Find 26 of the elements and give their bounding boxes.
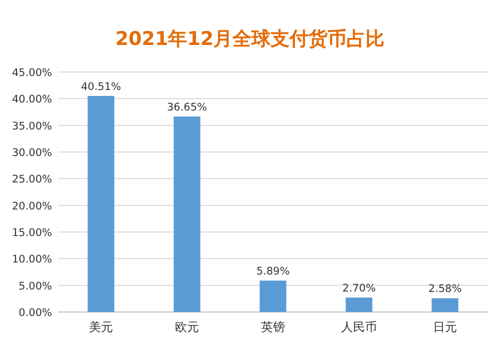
- y-tick-label: 5.00%: [18, 280, 52, 292]
- data-label: 40.51%: [80, 80, 122, 93]
- y-tick-label: 35.00%: [12, 120, 52, 132]
- x-tick-label: 日元: [433, 320, 457, 334]
- y-tick-label: 15.00%: [12, 227, 52, 239]
- y-tick-label: 0.00%: [18, 307, 52, 319]
- bar: [432, 298, 458, 312]
- data-label: 5.89%: [256, 266, 290, 278]
- data-label: 2.58%: [428, 283, 462, 296]
- y-tick-label: 40.00%: [12, 94, 52, 106]
- y-tick-label: 10.00%: [12, 254, 52, 266]
- x-tick-label: 欧元: [175, 320, 199, 334]
- bar: [88, 96, 114, 312]
- bar: [346, 298, 372, 312]
- y-tick-label: 30.00%: [12, 147, 52, 159]
- bar: [260, 280, 286, 312]
- y-tick-label: 25.00%: [12, 174, 52, 186]
- data-label: 2.70%: [342, 282, 376, 295]
- bar: [174, 116, 200, 312]
- x-tick-label: 英镑: [261, 320, 285, 334]
- y-tick-label: 20.00%: [12, 200, 52, 212]
- x-tick-label: 美元: [89, 320, 113, 334]
- x-tick-label: 人民币: [341, 320, 377, 334]
- y-tick-label: 45.00%: [12, 67, 52, 79]
- data-label: 36.65%: [166, 102, 208, 114]
- chart-title: 2021年12月全球支付货币占比: [115, 28, 385, 50]
